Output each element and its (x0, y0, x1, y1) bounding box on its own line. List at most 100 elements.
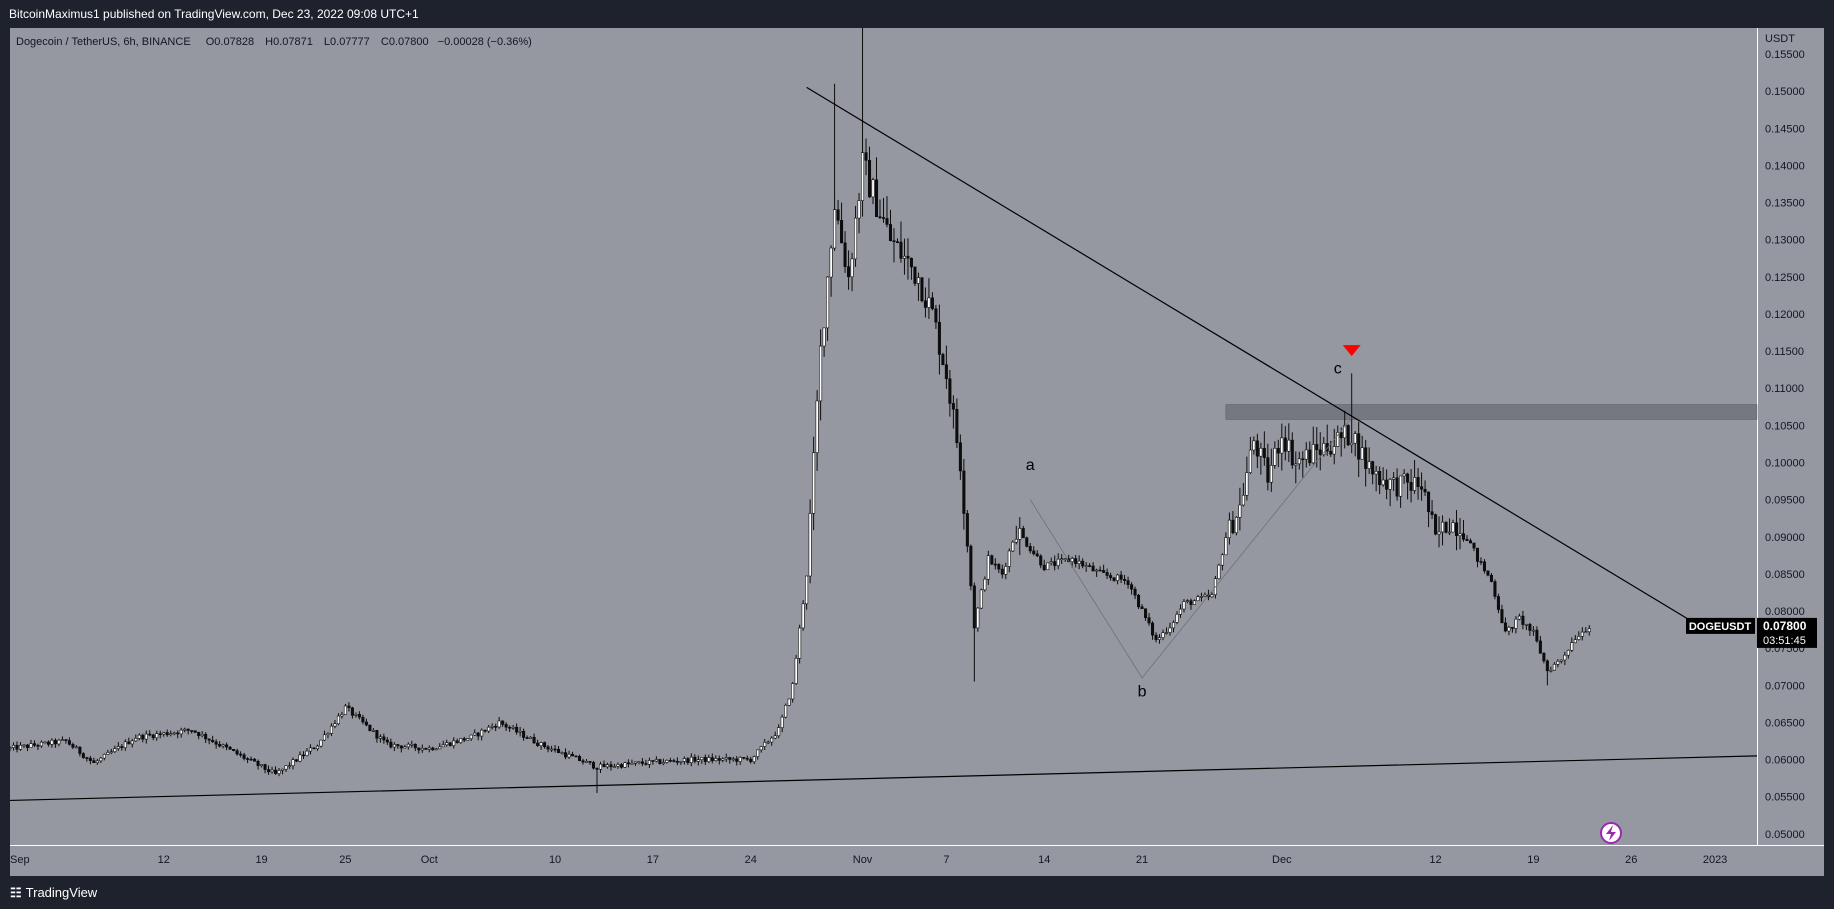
candle-body (267, 769, 271, 773)
candle-body (1158, 637, 1162, 640)
candle-body (791, 683, 795, 700)
candle-body (1542, 652, 1546, 662)
legend-open-key: O (205, 36, 215, 48)
candle-body (927, 297, 931, 308)
candle-body (207, 738, 211, 741)
candle-body (1238, 504, 1242, 518)
candle-body (1168, 627, 1172, 633)
candle-body (1573, 639, 1577, 644)
candle-body (1112, 577, 1116, 581)
candle-body (909, 257, 913, 268)
candle-body (15, 744, 19, 750)
candle-body (1039, 555, 1043, 566)
candle-body (1220, 554, 1224, 566)
wave-label-c: c (1334, 360, 1342, 377)
candle-body (249, 758, 253, 761)
chart-legend: Dogecoin / TetherUS, 6h, BINANCE O0.0782… (16, 36, 532, 48)
descending-resistance-trendline (806, 86, 1688, 619)
candle-body (962, 470, 966, 514)
candle-body (798, 627, 802, 659)
candle-body (672, 760, 676, 762)
candle-body (1248, 449, 1252, 473)
candle-body (1185, 600, 1190, 602)
x-tick-label: 17 (647, 854, 659, 866)
candle-body (490, 726, 494, 728)
candle-body (836, 209, 840, 221)
candle-body (179, 729, 183, 735)
candle-body (1423, 488, 1427, 493)
candle-body (497, 720, 501, 728)
candle-body (1364, 447, 1368, 469)
candle-body (756, 749, 760, 757)
candle-body (357, 714, 361, 718)
candle-body (892, 240, 896, 242)
candle-body (553, 748, 557, 751)
candle-body (78, 746, 82, 754)
candle-body (937, 321, 941, 355)
candle-body (274, 769, 278, 774)
candle-body (969, 545, 973, 587)
lightning-icon[interactable] (1600, 822, 1622, 844)
price-tag-background (1757, 617, 1817, 648)
candle-body (1255, 440, 1259, 457)
candle-body (256, 760, 260, 766)
tradingview-logo-icon[interactable]: ☷ (10, 884, 22, 900)
candle-body (861, 152, 865, 201)
candle-body (281, 768, 285, 771)
candle-body (532, 736, 536, 744)
candle-body (441, 744, 445, 748)
candle-body (951, 403, 955, 410)
candle-body (633, 761, 637, 764)
candle-body (581, 760, 585, 763)
candle-body (1521, 615, 1525, 625)
candle-body (172, 732, 176, 735)
candle-body (1234, 517, 1238, 534)
x-tick-label: Sep (10, 854, 30, 866)
candle-body (1486, 570, 1490, 576)
candle-body (1468, 540, 1473, 544)
candle-body (43, 741, 47, 744)
candle-body (923, 300, 927, 308)
candle-body (137, 734, 141, 739)
candle-body (598, 763, 603, 770)
candle-body (455, 740, 459, 743)
candle-body (913, 266, 917, 284)
legend-close-key: C (380, 36, 389, 48)
candle-body (1297, 458, 1301, 465)
candle-body (1566, 649, 1570, 656)
candle-body (308, 747, 313, 752)
footer-brand[interactable]: TradingView (25, 885, 98, 900)
candle-body (1482, 561, 1486, 572)
candle-body (392, 744, 396, 748)
candle-body (745, 757, 749, 760)
candle-body (602, 763, 606, 768)
candle-body (301, 754, 306, 757)
chart-svg[interactable]: USDT 0.05000 0.05500 0.06000 0.06500 0.07000 0… (10, 28, 1824, 876)
candle-body (1399, 475, 1403, 497)
candle-body (1448, 531, 1452, 534)
candle-body (1507, 627, 1511, 632)
candle-body (183, 728, 187, 731)
candle-body (1011, 541, 1015, 552)
legend-high-key: H (265, 36, 274, 48)
candle-body (536, 742, 540, 746)
y-tick-label: 0.15500 (1765, 49, 1805, 61)
candle-body (511, 726, 515, 729)
candle-body (92, 760, 96, 763)
candle-body (343, 705, 347, 715)
candles (10, 28, 1591, 794)
candle-body (885, 218, 889, 225)
chart-frame[interactable]: USDT 0.05000 0.05500 0.06000 0.06500 0.07000 0… (10, 28, 1824, 876)
candle-body (1524, 624, 1528, 626)
candle-body (476, 732, 480, 737)
x-tick-label: Oct (421, 854, 438, 866)
candle-body (221, 744, 225, 747)
candle-body (480, 729, 484, 737)
candle-body (284, 765, 288, 770)
candle-body (1360, 447, 1364, 460)
candle-body (1559, 659, 1563, 662)
candle-body (1091, 565, 1095, 572)
x-tick-label: 26 (1625, 854, 1637, 866)
candle-body (106, 752, 110, 755)
candle-body (731, 758, 735, 761)
